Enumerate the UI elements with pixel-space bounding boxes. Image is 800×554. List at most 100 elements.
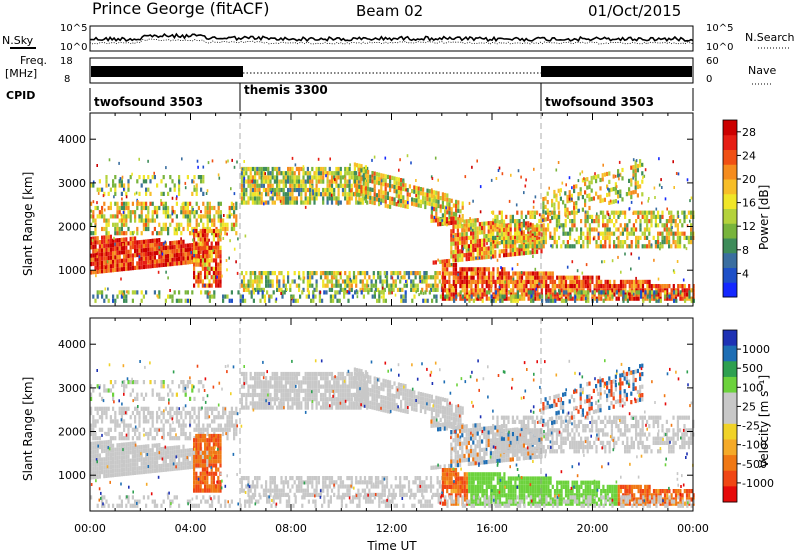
range-time-cell bbox=[112, 396, 115, 401]
range-time-cell bbox=[137, 200, 139, 203]
range-time-cell bbox=[142, 465, 145, 470]
range-time-cell bbox=[313, 171, 316, 176]
range-time-cell bbox=[206, 205, 209, 211]
range-time-cell bbox=[212, 270, 215, 276]
range-time-cell bbox=[573, 275, 576, 280]
range-time-cell bbox=[169, 446, 172, 451]
range-time-cell bbox=[138, 415, 141, 420]
range-time-cell bbox=[498, 224, 501, 229]
range-time-cell bbox=[611, 294, 614, 299]
range-time-cell bbox=[333, 171, 336, 176]
range-time-cell bbox=[487, 254, 490, 259]
range-time-cell bbox=[406, 204, 409, 209]
range-time-cell bbox=[470, 284, 473, 289]
range-time-cell bbox=[557, 188, 560, 193]
range-time-cell bbox=[245, 200, 248, 205]
range-time-cell bbox=[516, 263, 519, 266]
range-time-cell bbox=[468, 201, 471, 205]
range-time-cell bbox=[490, 210, 493, 214]
range-time-cell bbox=[199, 270, 202, 276]
range-time-cell bbox=[92, 431, 95, 437]
range-time-cell bbox=[488, 290, 491, 295]
range-time-cell bbox=[103, 191, 106, 196]
range-time-cell bbox=[550, 244, 552, 248]
range-time-cell bbox=[617, 240, 620, 245]
range-time-cell bbox=[479, 185, 482, 189]
range-time-cell bbox=[690, 196, 693, 200]
range-time-cell bbox=[105, 260, 108, 265]
range-time-cell bbox=[153, 290, 156, 295]
range-time-cell bbox=[147, 436, 150, 441]
range-time-cell bbox=[348, 171, 351, 176]
range-time-cell bbox=[280, 187, 283, 193]
range-time-cell bbox=[171, 205, 174, 211]
range-time-cell bbox=[164, 258, 167, 263]
range-time-cell bbox=[242, 279, 246, 284]
range-time-cell bbox=[441, 292, 444, 297]
range-time-cell bbox=[145, 256, 148, 261]
range-time-cell bbox=[326, 175, 329, 180]
range-time-cell bbox=[372, 271, 375, 276]
range-time-cell bbox=[617, 194, 620, 199]
range-time-cell bbox=[389, 290, 392, 295]
range-time-cell bbox=[247, 196, 250, 201]
range-time-cell bbox=[256, 200, 259, 205]
range-time-cell bbox=[593, 284, 596, 289]
range-time-cell bbox=[476, 234, 479, 240]
range-time-cell bbox=[470, 256, 473, 261]
range-time-cell bbox=[446, 294, 449, 299]
range-time-cell bbox=[114, 183, 117, 188]
range-time-cell bbox=[219, 262, 222, 267]
range-time-cell bbox=[186, 226, 189, 232]
range-time-cell bbox=[538, 219, 541, 224]
range-time-cell bbox=[361, 196, 364, 201]
range-time-cell bbox=[624, 223, 627, 228]
range-time-cell bbox=[670, 292, 673, 297]
range-time-cell bbox=[514, 223, 517, 228]
range-time-cell bbox=[189, 222, 192, 227]
range-time-cell bbox=[195, 245, 198, 250]
range-time-cell bbox=[125, 222, 128, 227]
noise-sky-trace bbox=[89, 32, 694, 43]
range-time-cell bbox=[103, 298, 106, 303]
range-time-cell bbox=[97, 191, 100, 195]
range-time-cell bbox=[197, 205, 200, 211]
range-time-cell bbox=[149, 380, 152, 385]
range-time-cell bbox=[206, 463, 209, 468]
range-time-cell bbox=[206, 431, 209, 437]
range-time-cell bbox=[178, 244, 181, 249]
range-time-cell bbox=[242, 200, 246, 205]
range-time-cell bbox=[503, 284, 506, 289]
range-time-cell bbox=[525, 178, 527, 182]
range-time-cell bbox=[134, 431, 137, 437]
range-time-cell bbox=[344, 187, 347, 193]
range-time-cell bbox=[507, 252, 510, 257]
range-time-cell bbox=[367, 169, 370, 175]
range-time-cell bbox=[160, 463, 163, 468]
range-time-cell bbox=[650, 223, 653, 228]
range-time-cell bbox=[636, 163, 639, 169]
range-time-cell bbox=[284, 196, 287, 201]
range-time-cell bbox=[125, 191, 128, 196]
range-time-cell bbox=[373, 290, 376, 295]
range-time-cell bbox=[249, 166, 252, 172]
range-time-cell bbox=[312, 192, 314, 196]
range-time-cell bbox=[127, 210, 130, 215]
range-time-cell bbox=[690, 227, 693, 232]
range-time-cell bbox=[322, 192, 325, 197]
range-time-cell bbox=[356, 163, 359, 168]
range-time-cell bbox=[287, 275, 290, 280]
range-time-cell bbox=[335, 275, 338, 280]
range-time-cell bbox=[534, 279, 537, 284]
range-time-cell bbox=[127, 463, 130, 468]
power-colorbar-tick-label: 16 bbox=[742, 197, 756, 210]
range-time-cell bbox=[204, 245, 207, 250]
range-time-cell bbox=[640, 294, 643, 299]
range-time-cell bbox=[582, 275, 585, 280]
range-time-cell bbox=[433, 194, 436, 199]
range-time-cell bbox=[319, 271, 323, 276]
range-time-cell bbox=[393, 184, 396, 189]
range-time-cell bbox=[142, 410, 145, 416]
range-time-cell bbox=[202, 179, 205, 184]
range-time-cell bbox=[417, 190, 420, 195]
